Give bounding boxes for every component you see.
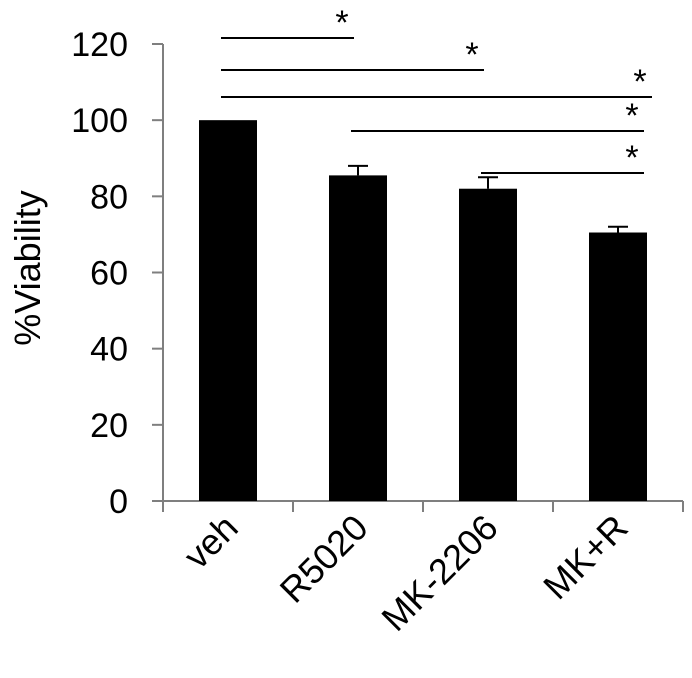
bar [199,120,257,502]
category-label: veh [176,507,246,577]
category-label: MK+R [535,507,635,607]
significance-star: * [335,4,348,42]
bar [589,232,647,501]
significance-markers: ***** [221,4,652,177]
bar [459,188,517,501]
y-tick-label: 0 [109,483,128,521]
x-ticks [162,501,684,512]
significance-star: * [633,63,646,101]
y-ticks: 0 20 40 60 80 100 120 [71,26,163,521]
y-tick-label: 60 [90,255,128,293]
y-axis-title: %Viability [7,190,48,345]
y-tick-label: 40 [90,331,128,369]
category-label: MK-2206 [373,507,505,639]
category-label: R5020 [272,507,376,611]
significance-star: * [625,97,638,135]
y-tick-label: 100 [71,102,128,140]
y-tick-label: 120 [71,26,128,64]
significance-star: * [465,36,478,74]
bar [329,175,387,501]
y-tick-label: 80 [90,178,128,216]
y-tick-label: 20 [90,407,128,445]
bars [199,120,647,502]
significance-star: * [625,139,638,177]
